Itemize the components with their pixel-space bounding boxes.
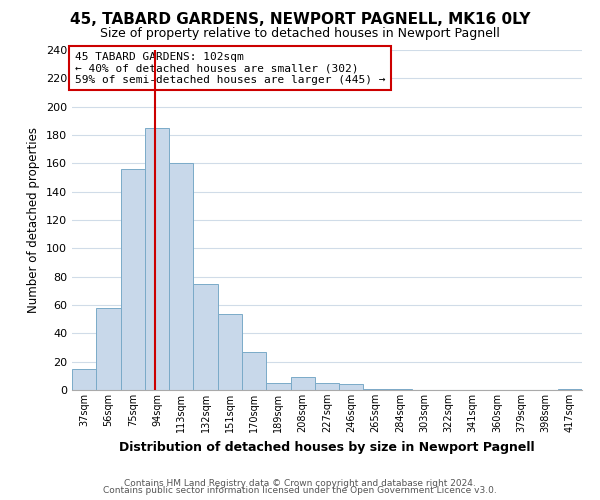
Bar	[290, 378, 315, 390]
Text: Contains public sector information licensed under the Open Government Licence v3: Contains public sector information licen…	[103, 486, 497, 495]
Bar	[193, 284, 218, 390]
Bar	[218, 314, 242, 390]
Text: Size of property relative to detached houses in Newport Pagnell: Size of property relative to detached ho…	[100, 28, 500, 40]
Bar	[242, 352, 266, 390]
Bar	[364, 388, 388, 390]
Bar	[339, 384, 364, 390]
Text: Contains HM Land Registry data © Crown copyright and database right 2024.: Contains HM Land Registry data © Crown c…	[124, 478, 476, 488]
Bar	[96, 308, 121, 390]
Bar	[169, 164, 193, 390]
Bar	[72, 369, 96, 390]
Bar	[121, 169, 145, 390]
Bar	[266, 383, 290, 390]
Bar	[315, 383, 339, 390]
Bar	[558, 388, 582, 390]
Bar	[145, 128, 169, 390]
Text: 45 TABARD GARDENS: 102sqm
← 40% of detached houses are smaller (302)
59% of semi: 45 TABARD GARDENS: 102sqm ← 40% of detac…	[74, 52, 385, 85]
Text: 45, TABARD GARDENS, NEWPORT PAGNELL, MK16 0LY: 45, TABARD GARDENS, NEWPORT PAGNELL, MK1…	[70, 12, 530, 28]
Bar	[388, 388, 412, 390]
X-axis label: Distribution of detached houses by size in Newport Pagnell: Distribution of detached houses by size …	[119, 440, 535, 454]
Y-axis label: Number of detached properties: Number of detached properties	[28, 127, 40, 313]
